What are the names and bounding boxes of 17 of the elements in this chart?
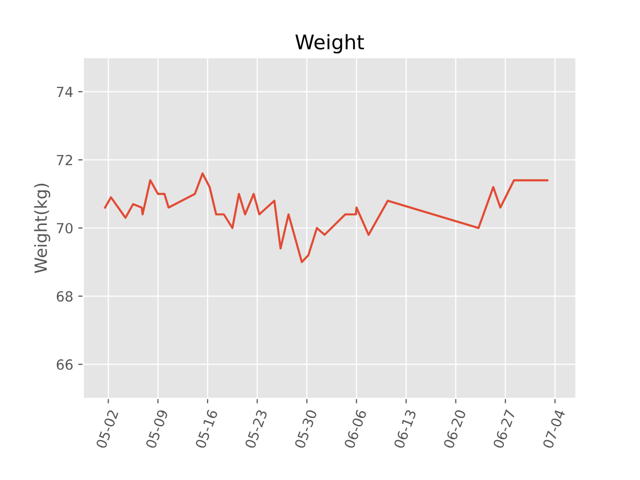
y-axis-title: Weight(kg) <box>34 184 50 274</box>
x-tick-label: 05-23 <box>244 409 268 449</box>
x-tick-label: 07-04 <box>542 408 566 449</box>
x-tick-label: 06-13 <box>393 409 416 449</box>
x-tick-label: 06-20 <box>443 409 466 449</box>
y-tick-label: 70 <box>56 222 73 234</box>
y-tick-label: 72 <box>56 154 72 166</box>
y-tick-label: 66 <box>56 359 73 370</box>
x-tick-label: 05-02 <box>96 410 119 449</box>
x-tick-label: 05-16 <box>194 409 218 449</box>
y-tick-label: 68 <box>56 291 73 302</box>
chart-title: Weight <box>295 34 364 54</box>
x-tick-label: 06-27 <box>492 409 516 449</box>
x-tick-label: 05-09 <box>145 409 168 449</box>
x-tick-label: 06-06 <box>344 409 367 449</box>
x-tick-label: 05-30 <box>294 409 318 449</box>
y-tick-label: 74 <box>56 86 73 97</box>
